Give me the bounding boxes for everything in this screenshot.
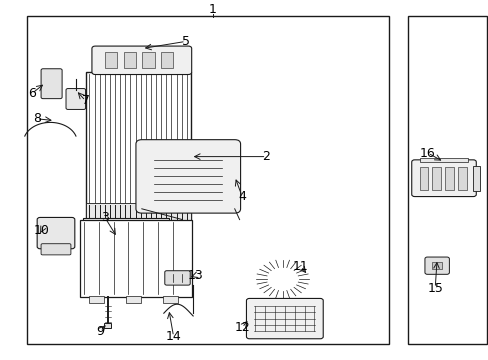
Bar: [83, 218, 168, 239]
Bar: [89, 296, 104, 303]
Circle shape: [188, 313, 197, 319]
Text: 11: 11: [292, 260, 308, 273]
Bar: [85, 203, 190, 223]
Bar: [257, 312, 265, 317]
Bar: [288, 312, 297, 317]
Text: 8: 8: [33, 112, 41, 125]
Circle shape: [45, 86, 55, 94]
Text: 4: 4: [238, 190, 245, 203]
Bar: [444, 167, 453, 190]
Text: 13: 13: [187, 269, 203, 282]
FancyBboxPatch shape: [164, 271, 190, 285]
Bar: [419, 158, 468, 162]
Text: 9: 9: [96, 325, 104, 338]
Ellipse shape: [41, 117, 55, 125]
Circle shape: [125, 170, 143, 183]
Bar: [105, 52, 117, 68]
Circle shape: [248, 254, 316, 304]
FancyBboxPatch shape: [41, 244, 71, 255]
Bar: [304, 312, 312, 317]
Text: 3: 3: [101, 211, 109, 224]
Bar: [431, 167, 440, 190]
FancyBboxPatch shape: [424, 257, 448, 274]
FancyBboxPatch shape: [66, 89, 85, 109]
FancyBboxPatch shape: [66, 51, 84, 67]
FancyBboxPatch shape: [41, 69, 62, 99]
Text: 12: 12: [234, 321, 249, 334]
FancyBboxPatch shape: [136, 140, 240, 213]
Bar: [407, 16, 486, 344]
Bar: [419, 167, 427, 190]
Text: 16: 16: [419, 147, 435, 159]
Text: 6: 6: [28, 87, 36, 100]
Circle shape: [40, 82, 61, 98]
FancyBboxPatch shape: [37, 217, 75, 249]
FancyBboxPatch shape: [246, 298, 323, 339]
Circle shape: [45, 222, 66, 238]
Bar: [457, 167, 466, 190]
Bar: [85, 72, 190, 223]
Bar: [431, 262, 441, 269]
Bar: [103, 323, 111, 328]
Bar: [123, 52, 136, 68]
FancyBboxPatch shape: [127, 153, 146, 196]
FancyBboxPatch shape: [78, 48, 101, 71]
Text: 15: 15: [427, 282, 442, 294]
Circle shape: [276, 275, 288, 283]
Circle shape: [70, 75, 81, 84]
Bar: [27, 16, 388, 344]
Circle shape: [40, 68, 61, 84]
Bar: [161, 52, 173, 68]
Circle shape: [255, 259, 309, 299]
Bar: [126, 296, 141, 303]
Bar: [272, 312, 281, 317]
Circle shape: [148, 309, 160, 318]
Text: 1: 1: [208, 3, 216, 15]
Text: 2: 2: [262, 150, 270, 163]
Circle shape: [266, 267, 298, 291]
Circle shape: [45, 72, 55, 79]
Bar: [472, 166, 479, 191]
Text: 7: 7: [81, 94, 89, 107]
Text: 14: 14: [165, 330, 181, 343]
Text: 10: 10: [34, 224, 49, 237]
FancyBboxPatch shape: [411, 160, 475, 197]
Bar: [80, 220, 192, 297]
Bar: [163, 296, 177, 303]
Text: 5: 5: [182, 35, 189, 48]
Circle shape: [72, 133, 80, 139]
FancyBboxPatch shape: [92, 46, 191, 75]
Bar: [142, 52, 154, 68]
Bar: [253, 302, 311, 315]
